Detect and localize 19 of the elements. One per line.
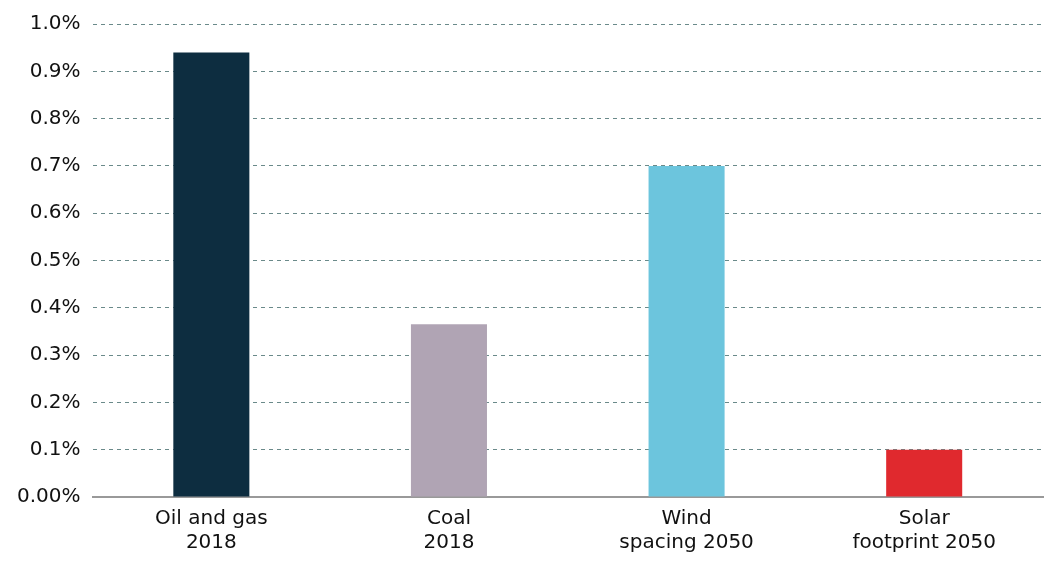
- bar: [173, 52, 250, 497]
- y-tick-label: 0.5%: [29, 246, 81, 271]
- y-tick-label: 0.3%: [29, 341, 81, 366]
- bar: [648, 165, 725, 497]
- y-tick-label: 0.7%: [29, 152, 81, 177]
- bar: [410, 324, 487, 497]
- y-tick-label: 0.00%: [16, 483, 81, 508]
- x-tick-label: Wind spacing 2050: [619, 505, 754, 554]
- x-tick-label: Oil and gas 2018: [155, 505, 268, 554]
- y-tick-label: 0.8%: [29, 104, 81, 129]
- y-tick-label: 0.2%: [29, 388, 81, 413]
- x-tick-label: Solar footprint 2050: [852, 505, 996, 554]
- bar: [886, 449, 963, 497]
- x-tick-label: Coal 2018: [423, 505, 475, 554]
- y-tick-label: 1.0%: [29, 10, 81, 35]
- y-tick-label: 0.6%: [29, 199, 81, 224]
- y-tick-label: 0.1%: [29, 435, 81, 460]
- y-tick-label: 0.9%: [29, 57, 81, 82]
- y-tick-label: 0.4%: [29, 294, 81, 318]
